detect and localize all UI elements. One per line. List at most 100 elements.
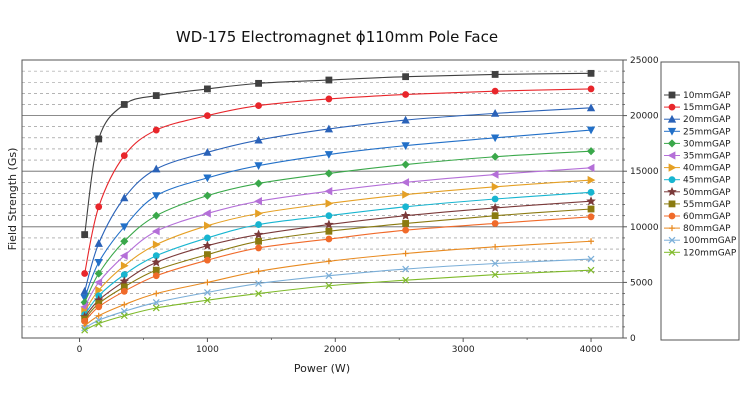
data-point xyxy=(402,226,410,234)
x-tick-label: 3000 xyxy=(452,345,475,355)
data-point xyxy=(202,240,213,250)
data-point xyxy=(491,260,499,267)
data-point xyxy=(253,229,264,239)
series-line xyxy=(84,258,592,329)
data-point xyxy=(95,312,102,319)
legend-label: 80mmGAP xyxy=(683,224,731,234)
legend-label: 35mmGAP xyxy=(683,152,731,162)
series-line xyxy=(84,72,592,235)
data-point xyxy=(490,202,500,212)
data-point xyxy=(491,220,499,227)
series-80mmGAP xyxy=(81,238,595,329)
data-point xyxy=(586,196,596,206)
series-35mmGAP xyxy=(80,163,595,312)
data-point xyxy=(490,109,500,117)
legend-label: 10mmGAP xyxy=(683,91,731,101)
data-point xyxy=(255,280,262,287)
data-point xyxy=(203,174,212,183)
data-point xyxy=(81,270,89,277)
data-point xyxy=(401,115,410,124)
data-point xyxy=(94,239,103,247)
data-point xyxy=(120,261,129,270)
series-line xyxy=(84,191,592,315)
data-point xyxy=(491,212,499,220)
data-point xyxy=(586,147,596,156)
x-tick-label: 0 xyxy=(77,345,83,355)
data-point xyxy=(204,256,211,264)
legend-marker xyxy=(667,139,677,148)
series-line xyxy=(84,269,592,331)
legend-marker xyxy=(667,127,677,136)
data-point xyxy=(120,312,128,320)
data-point xyxy=(324,187,333,196)
data-point xyxy=(586,163,595,173)
data-point xyxy=(586,103,596,112)
data-point xyxy=(204,279,211,286)
y-tick-label: 10000 xyxy=(630,223,659,233)
legend-marker xyxy=(668,163,677,172)
data-point xyxy=(325,212,333,220)
legend-item: 100mmGAP xyxy=(664,236,737,246)
data-point xyxy=(325,76,333,84)
data-point xyxy=(325,282,333,290)
data-point xyxy=(120,223,129,232)
data-point xyxy=(324,219,334,229)
data-point xyxy=(95,203,103,211)
legend-item: 35mmGAP xyxy=(664,151,731,162)
data-point xyxy=(254,179,263,188)
series-line xyxy=(84,216,592,322)
chart-title: WD-175 Electromagnet ϕ110mm Pole Face xyxy=(176,28,498,46)
tick-layer: 0 5000 10000 15000 20000 25000 0 1000 2000 3000 40… xyxy=(77,56,659,355)
data-point xyxy=(401,142,410,150)
data-point xyxy=(402,265,410,273)
data-point xyxy=(325,235,333,243)
legend-marker xyxy=(668,248,676,256)
data-point xyxy=(120,287,128,295)
legend-item: 15mmGAP xyxy=(664,103,731,113)
data-point xyxy=(203,296,211,304)
legend-marker xyxy=(668,212,676,220)
data-point xyxy=(81,324,89,332)
y-tick-label: 5000 xyxy=(630,278,653,288)
data-point xyxy=(95,286,104,295)
legend: 10mmGAP 15mmGAP 20mmGAP 25mmGAP 30mmGAP 35mmG… xyxy=(660,61,740,341)
data-point xyxy=(402,250,409,257)
data-point xyxy=(121,301,128,308)
legend-marker xyxy=(668,236,676,244)
legend-item: 120mmGAP xyxy=(664,248,737,258)
data-point xyxy=(152,192,161,201)
data-point xyxy=(491,195,499,203)
data-point xyxy=(255,102,262,109)
data-point xyxy=(255,79,262,87)
data-point xyxy=(587,85,595,93)
data-point xyxy=(254,135,263,144)
legend-item: 80mmGAP xyxy=(664,224,731,234)
data-point xyxy=(81,326,89,334)
legend-item: 30mmGAP xyxy=(664,139,731,149)
data-point xyxy=(152,304,160,312)
grid xyxy=(22,70,623,328)
series-line xyxy=(84,150,592,303)
data-point xyxy=(491,271,499,279)
series-line xyxy=(84,200,592,318)
data-point xyxy=(402,203,410,211)
legend-marker xyxy=(668,103,676,111)
data-point xyxy=(151,227,160,236)
series-line xyxy=(84,167,592,308)
data-point xyxy=(402,190,410,199)
y-tick-label: 15000 xyxy=(630,167,659,177)
data-point xyxy=(204,234,211,242)
legend-marker xyxy=(668,176,676,184)
data-point xyxy=(203,191,212,200)
data-point xyxy=(492,243,499,250)
data-point xyxy=(153,290,160,297)
data-point xyxy=(587,213,595,221)
legend-marker xyxy=(668,91,676,99)
data-point xyxy=(324,124,334,133)
data-point xyxy=(325,199,334,208)
data-point xyxy=(255,268,262,275)
legend-label: 120mmGAP xyxy=(683,248,737,258)
data-point xyxy=(94,278,103,287)
y-tick-label: 0 xyxy=(630,334,636,344)
x-tick-label: 4000 xyxy=(580,345,603,355)
